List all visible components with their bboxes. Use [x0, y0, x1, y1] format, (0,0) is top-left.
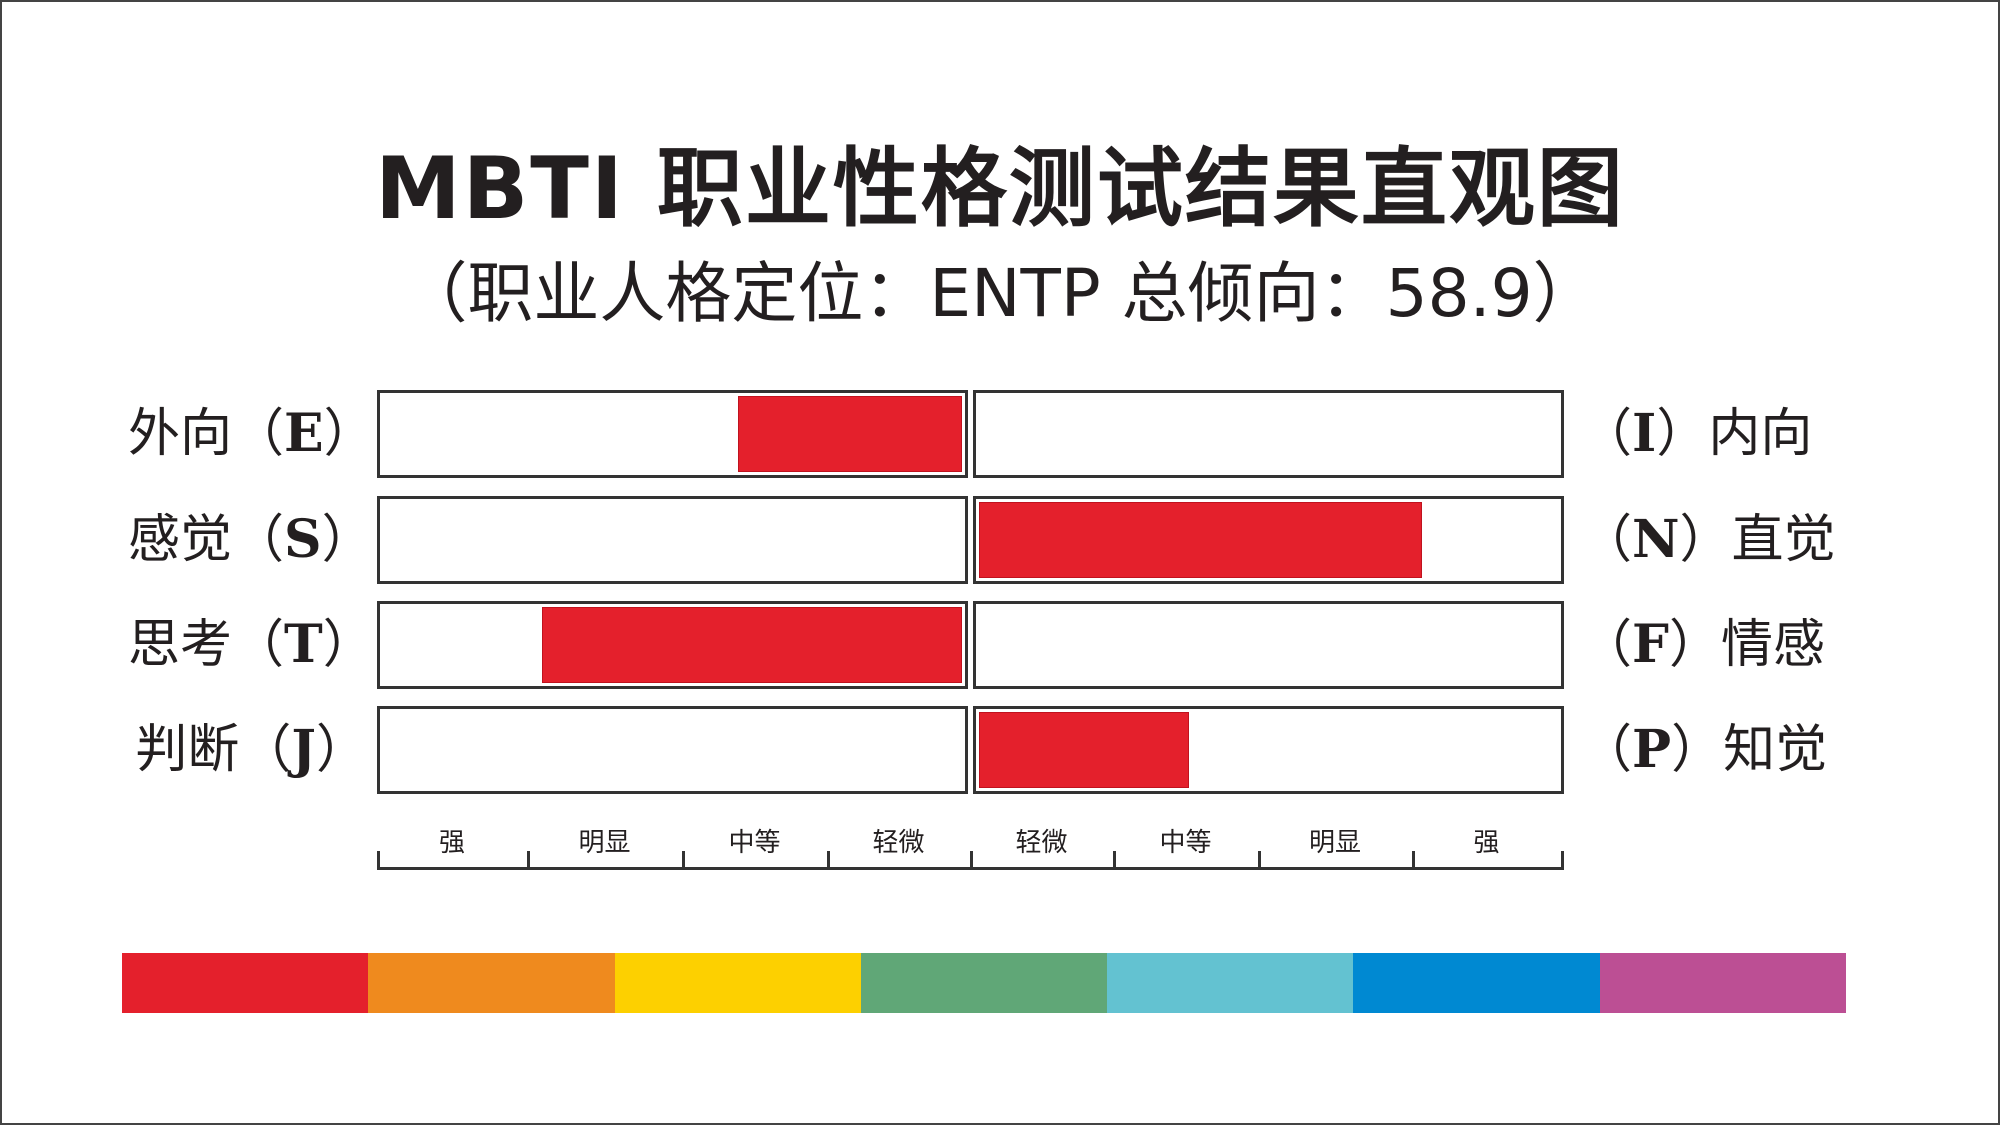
color-segment — [614, 953, 861, 1013]
dimension-left-label: 判断（J） — [128, 719, 368, 781]
left-close-paren: ） — [322, 615, 375, 675]
dimension-bar — [738, 396, 962, 472]
dimension-left-label: 外向（E） — [128, 403, 376, 465]
dimension-right-label: （P）知觉 — [1580, 719, 1840, 781]
scale-label: 轻微 — [1015, 828, 1068, 858]
left-close-paren: ） — [315, 720, 368, 780]
dimension-bar — [979, 712, 1189, 788]
right-open-paren: （ — [1580, 404, 1633, 464]
scale-label: 明显 — [1308, 828, 1361, 858]
left-label-text: 外向（ — [128, 404, 285, 464]
right-letter: I — [1632, 403, 1657, 464]
bar-track-right — [973, 390, 1564, 478]
dimension-right-label: （F）情感 — [1580, 614, 1840, 676]
left-close-paren: ） — [321, 510, 374, 570]
right-label-text: ）内向 — [1656, 404, 1813, 464]
color-segment — [368, 953, 615, 1013]
scale-tick — [377, 851, 380, 870]
left-label-text: 思考（ — [128, 615, 285, 675]
scale-tick — [1412, 851, 1415, 870]
scale-tick — [682, 851, 685, 870]
color-segment — [860, 953, 1108, 1013]
right-label-text: ）情感 — [1668, 615, 1825, 675]
bar-track-left — [377, 496, 968, 584]
dimension-right-label: （I）内向 — [1580, 403, 1840, 465]
right-open-paren: （ — [1580, 510, 1633, 570]
scale-label: 强 — [438, 828, 465, 858]
scale-label: 轻微 — [872, 828, 925, 858]
dimension-right-label: （N）直觉 — [1580, 509, 1840, 571]
scale-label: 强 — [1473, 828, 1500, 858]
chart-subtitle: （职业人格定位：ENTP 总倾向：58.9） — [401, 255, 1599, 332]
right-label-text: ）知觉 — [1671, 720, 1828, 780]
right-open-paren: （ — [1580, 720, 1633, 780]
scale-tick — [970, 851, 973, 870]
color-segment — [122, 953, 369, 1013]
color-segment — [1599, 953, 1846, 1013]
right-open-paren: （ — [1580, 615, 1633, 675]
left-letter: J — [291, 719, 316, 780]
scale-label: 明显 — [578, 828, 631, 858]
left-letter: S — [284, 509, 322, 570]
right-letter: N — [1632, 509, 1680, 570]
scale-tick — [527, 851, 530, 870]
left-label-text: 判断（ — [135, 720, 292, 780]
bar-track-right — [973, 601, 1564, 689]
scale-tick — [1113, 851, 1116, 870]
color-segment — [1107, 953, 1354, 1013]
left-letter: E — [284, 403, 324, 464]
scale-tick — [1561, 851, 1564, 870]
left-close-paren: ） — [323, 404, 376, 464]
right-letter: F — [1632, 614, 1669, 675]
dimension-bar — [542, 607, 962, 683]
scale-tick — [1258, 851, 1261, 870]
right-label-text: ）直觉 — [1679, 510, 1836, 570]
scale-label: 中等 — [728, 828, 781, 858]
left-letter: T — [284, 614, 323, 675]
color-strip — [122, 953, 1846, 1013]
scale-label: 中等 — [1159, 828, 1212, 858]
dimension-left-label: 感觉（S） — [128, 509, 374, 571]
color-segment — [1353, 953, 1600, 1013]
right-letter: P — [1632, 719, 1672, 780]
chart-title: MBTI 职业性格测试结果直观图 — [375, 139, 1625, 239]
dimension-bar — [979, 502, 1422, 578]
dimension-left-label: 思考（T） — [128, 614, 375, 676]
left-label-text: 感觉（ — [128, 510, 285, 570]
bar-track-left — [377, 706, 968, 794]
scale-tick — [827, 851, 830, 870]
